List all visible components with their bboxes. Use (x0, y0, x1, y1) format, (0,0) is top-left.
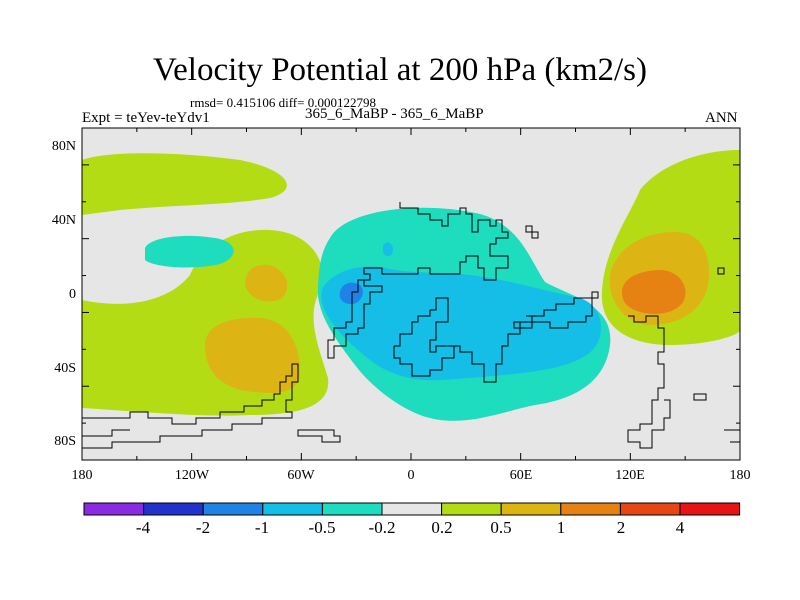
coastline-continent-f (297, 429, 341, 443)
axis-ticks (81, 127, 741, 461)
y-tick-label-80n: 80N (51, 139, 76, 154)
coastlines (82, 202, 740, 449)
x-tick-label-60e: 60E (509, 468, 533, 483)
contour-negative-small (145, 235, 234, 268)
contour-positive-northwest (82, 153, 287, 215)
coastline-continent-h (693, 393, 707, 401)
colorbar-label: -2 (195, 518, 211, 537)
y-tick-label-40n: 40N (51, 213, 76, 228)
plot-frame (81, 127, 741, 461)
coastline-continent-e (82, 363, 299, 449)
contour-1-east (622, 270, 686, 314)
coastline-continent-d (627, 315, 671, 449)
contour-1-negative (339, 282, 363, 305)
x-tick-label-180w: 180 (71, 468, 93, 483)
colorbar-label: 0.5 (490, 518, 512, 537)
x-tick-label-0: 0 (407, 468, 415, 483)
colorbar (83, 502, 741, 516)
coastline-continent-g (82, 429, 130, 437)
colorbar-swatch (560, 502, 621, 516)
x-tick-label-60w: 60W (287, 468, 315, 483)
x-tick-label-120e: 120E (615, 468, 645, 483)
subtitle: 365_6_MaBP - 365_6_MaBP (305, 106, 484, 122)
coastline-continent-i (724, 429, 740, 443)
colorbar-label: -1 (254, 518, 270, 537)
y-tick-label-80s: 80S (54, 434, 76, 449)
colorbar-swatch (500, 502, 562, 516)
colorbar-label: -0.2 (368, 518, 396, 537)
colorbar-swatch (619, 502, 681, 516)
colorbar-label: 2 (616, 518, 626, 537)
colorbar-label: 1 (556, 518, 566, 537)
contour-field (82, 128, 740, 460)
season-label: ANN (705, 110, 738, 126)
experiment-label: Expt = teYev-teYdv1 (82, 110, 210, 126)
colorbar-swatch (441, 502, 502, 516)
coastline-continent-b (394, 291, 599, 383)
coastline-island-c (525, 225, 539, 239)
colorbar-swatch (381, 502, 443, 516)
coastline-island-b (717, 267, 725, 275)
coastline-continent-c (393, 346, 455, 377)
coastline-continent-a (327, 202, 509, 359)
contour-0_5-west-north (245, 264, 288, 302)
x-tick-label-120w: 120W (174, 468, 210, 483)
colorbar-label: 4 (675, 518, 685, 537)
colorbar-swatch (321, 502, 383, 516)
stats-text: rmsd= 0.415106 diff= 0.000122798 (190, 95, 376, 110)
colorbar-swatch (262, 502, 323, 516)
colorbar-swatch (202, 502, 264, 516)
colorbar-label: -4 (135, 518, 151, 537)
colorbar-label: -0.5 (308, 518, 336, 537)
contour-0_5-west-south (205, 317, 300, 393)
y-tick-label-40s: 40S (54, 361, 76, 376)
colorbar-swatch (83, 502, 145, 516)
contour-negative-blob (383, 242, 393, 257)
colorbar-label: 0.2 (431, 518, 453, 537)
chart-title: Velocity Potential at 200 hPa (km2/s) (152, 52, 648, 88)
colorbar-swatch (143, 502, 204, 516)
y-tick-label-0: 0 (69, 287, 76, 302)
contour-0_5-negative (321, 266, 601, 381)
x-tick-label-180e: 180 (729, 468, 751, 483)
colorbar-swatch (679, 502, 741, 516)
